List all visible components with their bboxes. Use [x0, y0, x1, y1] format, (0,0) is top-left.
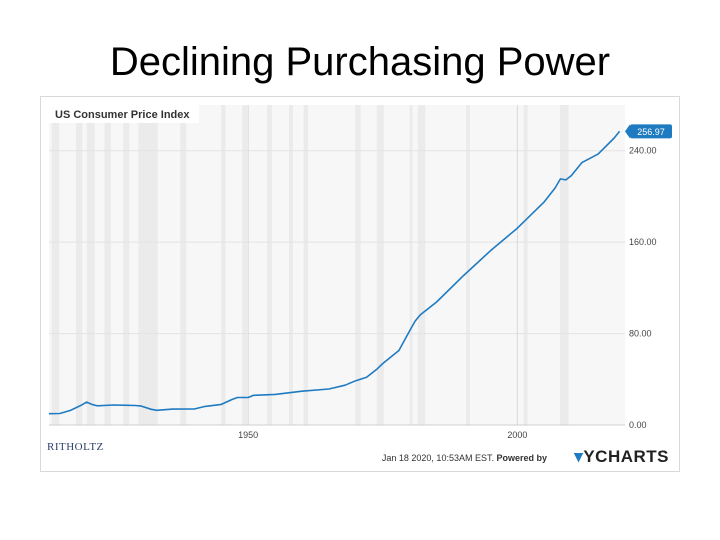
recession-band	[303, 105, 308, 425]
ycharts-logo-mark: ▾	[574, 447, 584, 466]
last-value-badge: 256.97	[625, 124, 672, 139]
recession-band	[376, 105, 384, 425]
series-layer	[48, 130, 621, 415]
x-tick-label: 1950	[238, 430, 258, 440]
grid	[49, 105, 625, 426]
brand-logo-text: RITHOLTZ	[47, 441, 104, 453]
chart-container: US Consumer Price Index 0.00 80.00 160.00 2…	[40, 96, 680, 472]
y-tick-label: 0.00	[629, 420, 647, 430]
recession-band	[417, 105, 426, 425]
recession-band	[523, 105, 528, 425]
y-tick-labels: 0.00 80.00 160.00 240.00	[629, 146, 657, 430]
ycharts-logo: ▾YCHARTS	[574, 447, 669, 467]
recession-band	[559, 105, 569, 425]
footer-timestamp: Jan 18 2020, 10:53AM EST. Powered by	[382, 453, 547, 463]
recession-band	[138, 105, 158, 425]
brand-logo: RITHOLTZ	[47, 439, 137, 465]
x-tick-label: 2000	[507, 430, 527, 440]
timestamp-text: Jan 18 2020, 10:53AM EST.	[381, 453, 494, 463]
recession-band	[267, 105, 272, 425]
recession-band	[180, 105, 187, 425]
last-value-badge-box	[630, 124, 672, 139]
last-value-badge-text: 256.97	[637, 127, 665, 137]
recession-shading	[49, 105, 625, 425]
recession-band	[289, 105, 293, 425]
recession-band	[409, 105, 413, 425]
recession-band	[355, 105, 361, 425]
recession-band	[75, 105, 83, 425]
ycharts-logo-text: YCHARTS	[583, 447, 669, 466]
x-tick-labels: 1950 2000	[238, 430, 527, 440]
recession-band	[221, 105, 226, 425]
recession-band	[51, 105, 60, 425]
chart-svg: US Consumer Price Index 0.00 80.00 160.00 2…	[48, 105, 672, 440]
recession-band	[466, 105, 470, 425]
slide-title: Declining Purchasing Power	[109, 40, 611, 84]
chart-title-background	[49, 105, 199, 123]
cpi-series-line	[48, 130, 621, 415]
plot-background	[49, 105, 625, 425]
y-tick-label: 160.00	[629, 237, 657, 247]
last-value-badge-pointer	[625, 124, 630, 139]
chart-title: US Consumer Price Index	[55, 109, 190, 121]
recession-band	[104, 105, 111, 425]
recession-band	[86, 105, 95, 425]
powered-by-text: Powered by	[496, 453, 547, 463]
y-tick-label: 240.00	[629, 146, 657, 156]
recession-band	[123, 105, 130, 425]
y-tick-label: 80.00	[629, 329, 652, 339]
recession-band	[242, 105, 248, 425]
